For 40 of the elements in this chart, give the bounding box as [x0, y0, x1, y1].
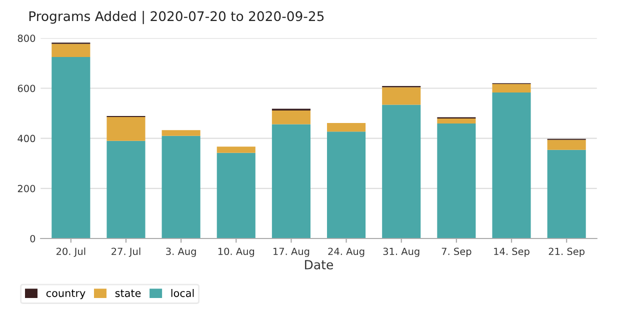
- bar: [382, 87, 421, 105]
- y-tick-label: 0: [30, 234, 36, 242]
- legend-label: state: [115, 290, 141, 298]
- y-tick-label: 400: [18, 134, 36, 142]
- x-axis-title: Date: [305, 260, 334, 270]
- bar: [437, 118, 476, 124]
- bar: [162, 130, 200, 136]
- x-tick-label: 20. Jul: [56, 248, 86, 257]
- bar: [52, 56, 90, 238]
- bar: [216, 152, 256, 238]
- x-tick-label: 14. Sep: [494, 248, 530, 257]
- legend-label: country: [46, 290, 86, 300]
- bar: [492, 84, 531, 92]
- bar: [327, 132, 366, 238]
- bar: [547, 140, 586, 150]
- bar: [327, 123, 366, 132]
- y-tick-label: 800: [18, 34, 36, 42]
- bar: [106, 117, 146, 141]
- bar: [216, 146, 256, 153]
- x-tick-label: 24. Aug: [328, 248, 364, 257]
- chart-title: Programs Added | 2020-07-20 to 2020-09-25: [29, 10, 324, 24]
- x-tick-label: 7. Sep: [442, 248, 472, 257]
- bar: [52, 44, 90, 57]
- x-tick-label: 3. Aug: [166, 248, 196, 257]
- bar: [437, 124, 476, 238]
- legend-label: local: [171, 289, 194, 298]
- x-tick-label: 27. Jul: [112, 248, 140, 257]
- bar: [272, 110, 310, 124]
- x-tick-label: 21. Sep: [548, 248, 584, 257]
- bar: [547, 150, 586, 238]
- y-tick-label: 200: [18, 184, 36, 192]
- bar: [106, 140, 146, 238]
- bar: [272, 124, 310, 238]
- y-tick-label: 600: [18, 84, 36, 92]
- bar: [162, 136, 200, 238]
- bar: [492, 92, 531, 238]
- x-tick-label: 31. Aug: [383, 248, 420, 257]
- x-tick-label: 17. Aug: [274, 248, 310, 257]
- bar: [382, 104, 421, 238]
- x-tick-label: 10. Aug: [218, 248, 254, 257]
